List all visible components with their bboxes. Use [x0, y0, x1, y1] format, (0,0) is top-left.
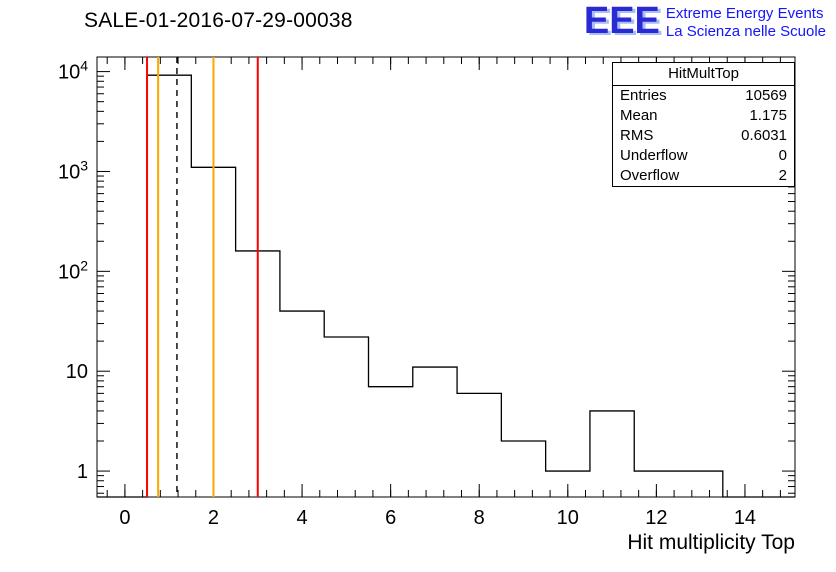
eee-logo-line2: La Scienza nelle Scuole [665, 23, 826, 40]
y-tick-label: 102 [58, 257, 88, 283]
stats-box: HitMultTop Entries 10569 Mean 1.175 RMS … [612, 62, 795, 187]
stats-row-underflow: Underflow 0 [613, 146, 794, 166]
plot-frame [96, 56, 796, 498]
stats-row-overflow: Overflow 2 [613, 166, 794, 186]
stats-label: Mean [620, 107, 658, 124]
stats-value: 1.175 [749, 107, 787, 124]
histogram-step-line [97, 74, 795, 498]
stats-row-entries: Entries 10569 [613, 86, 794, 106]
stats-row-rms: RMS 0.6031 [613, 126, 794, 146]
stats-row-mean: Mean 1.175 [613, 106, 794, 126]
x-tick-label: 10 [557, 507, 579, 529]
plot-title: SALE-01-2016-07-29-00038 [84, 9, 353, 32]
x-tick-label: 2 [208, 507, 219, 529]
stats-label: Entries [620, 87, 667, 104]
eee-logo: EEE Extreme Energy Events La Scienza nel… [584, 2, 826, 41]
stats-label: Underflow [620, 147, 688, 164]
stats-box-title: HitMultTop [613, 63, 794, 86]
stats-label: RMS [620, 127, 654, 144]
stats-value: 2 [778, 167, 787, 184]
x-tick-label: 6 [385, 507, 396, 529]
x-tick-label: 8 [474, 507, 485, 529]
x-axis-title: Hit multiplicity Top [627, 531, 795, 554]
y-tick-label: 103 [58, 157, 88, 183]
y-tick-label: 1 [77, 461, 88, 483]
x-tick-label: 12 [645, 507, 667, 529]
x-tick-label: 4 [296, 507, 307, 529]
eee-logo-line1: Extreme Energy Events [665, 5, 824, 22]
stats-value: 10569 [745, 87, 787, 104]
stats-value: 0.6031 [741, 127, 787, 144]
eee-logo-text: Extreme Energy Events La Scienza nelle S… [666, 5, 826, 41]
y-tick-label: 104 [58, 58, 88, 84]
stats-value: 0 [778, 147, 787, 164]
x-tick-label: 0 [119, 507, 130, 529]
x-tick-label: 14 [734, 507, 756, 529]
y-tick-label: 10 [66, 361, 88, 383]
stats-label: Overflow [620, 167, 680, 184]
eee-logo-acronym: EEE [583, 0, 660, 42]
